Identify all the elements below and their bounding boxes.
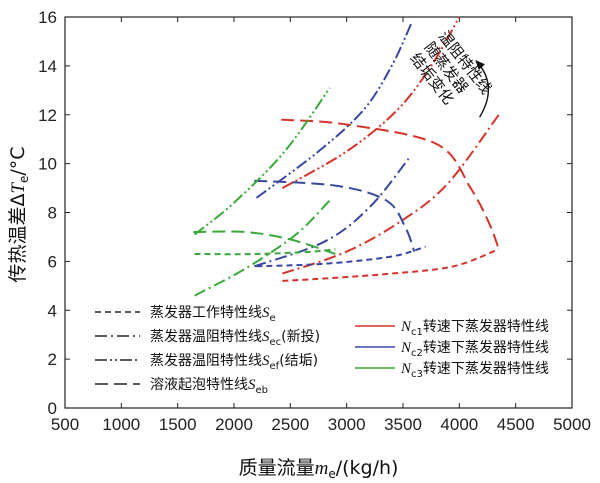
series-line-blue-dashdot — [253, 158, 410, 268]
legend-label: Nc1转速下蒸发器特性线 — [400, 319, 549, 338]
x-axis-label: 质量流量me/(kg/h) — [239, 457, 399, 481]
series-line-green-dashdotdot — [193, 87, 331, 236]
y-tick-label: 2 — [48, 350, 57, 369]
y-tick-label: 0 — [48, 399, 57, 418]
series-line-red-dashdot — [282, 114, 500, 275]
x-tick-label: 3500 — [384, 415, 422, 434]
legend-label: 蒸发器工作特性线Se — [150, 305, 276, 324]
series-line-green-longdash — [193, 230, 336, 255]
series-line-green-dash — [194, 248, 336, 256]
series-line-red-dash — [282, 248, 500, 282]
legend: 蒸发器工作特性线Se 蒸发器温阻特性线Sec(新投) 蒸发器温阻特性线Sef(结垢)… — [95, 305, 549, 396]
legend-label: 溶液起泡特性线Seb — [150, 377, 268, 396]
legend-label: 蒸发器温阻特性线Sec(新投) — [150, 329, 320, 348]
y-tick-label: 12 — [38, 106, 57, 125]
y-tick-label: 6 — [48, 252, 57, 271]
x-tick-label: 2000 — [215, 415, 253, 434]
y-tick-label: 8 — [48, 204, 57, 223]
x-tick-label: 4500 — [497, 415, 535, 434]
axes: 500 1000 1500 2000 2500 3000 3500 4000 4500 5000 0… — [7, 8, 591, 481]
series-line-red-dashdotdot — [281, 16, 461, 189]
x-tick-label: 1000 — [102, 415, 140, 434]
legend-label: Nc3转速下蒸发器特性线 — [400, 361, 549, 380]
x-tick-label: 5000 — [553, 415, 591, 434]
x-tick-label: 3000 — [328, 415, 366, 434]
x-tick-label: 2500 — [271, 415, 309, 434]
series-line-blue-dash — [256, 245, 426, 268]
x-tick-label: 1500 — [159, 415, 197, 434]
y-tick-label: 10 — [38, 155, 57, 174]
y-tick-label: 16 — [38, 8, 57, 27]
annotation-arrow — [475, 59, 490, 118]
series-line-green-dashdot — [194, 199, 331, 297]
x-tick-label: 500 — [51, 415, 79, 434]
y-tick-label: 14 — [38, 57, 57, 76]
legend-label: 蒸发器温阻特性线Sef(结垢) — [150, 353, 318, 372]
y-tick-label: 4 — [48, 301, 57, 320]
legend-label: Nc2转速下蒸发器特性线 — [400, 340, 549, 359]
series-line-blue-longdash — [254, 179, 416, 252]
y-axis-label: 传热温差ΔTe/°C — [7, 146, 31, 282]
series-line-blue-dashdotdot — [255, 21, 413, 199]
x-tick-label: 4000 — [440, 415, 478, 434]
series-line-red-longdash — [281, 118, 500, 250]
series-layer — [193, 16, 500, 297]
